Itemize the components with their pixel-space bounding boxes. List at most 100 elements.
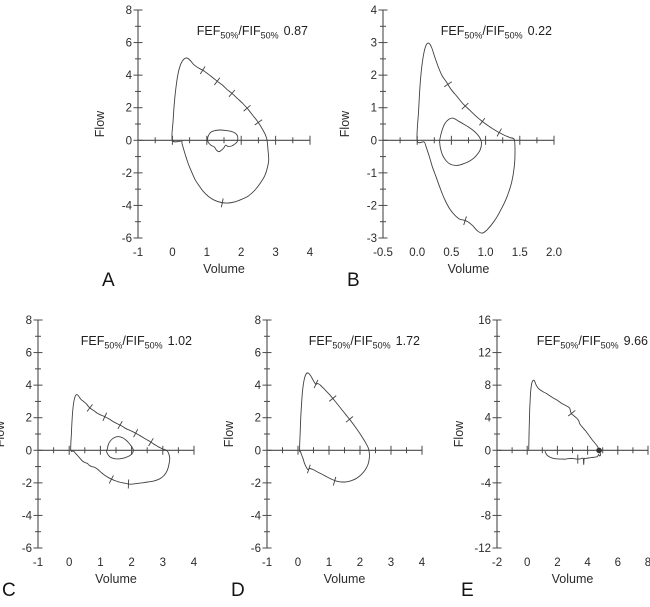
ratio-annotation-C: FEF50%/FIF50% 1.02 [80,334,192,351]
svg-text:4: 4 [26,380,33,392]
svg-text:-2: -2 [492,557,502,569]
svg-text:2: 2 [554,557,560,569]
flow-volume-chart-C: -1 0 1 2 3 4 -6 -4 -2 0 2 4 6 8 Volume Flow [0,315,198,586]
svg-text:2: 2 [126,103,132,115]
ratio-subscript: 50% [332,340,351,351]
svg-text:1: 1 [326,557,332,569]
svg-text:3: 3 [388,557,394,569]
panel-letter-E: E [461,580,474,601]
svg-text:Volume: Volume [552,572,594,586]
ratio-value: 1.02 [167,334,192,348]
svg-text:-0.5: -0.5 [373,247,393,259]
svg-text:0: 0 [126,135,132,147]
svg-text:2: 2 [238,247,244,259]
svg-text:2: 2 [255,413,261,425]
ratio-prefix: FEF [536,334,561,348]
ratio-subscript: 50% [560,340,579,351]
svg-text:-12: -12 [474,543,491,555]
svg-text:Flow: Flow [338,110,352,137]
flow-volume-chart-D: -1 0 1 2 3 4 -6 -4 -2 0 2 4 6 8 Volume Flow [222,315,426,586]
ratio-prefix: /FIF [578,334,601,348]
svg-text:6: 6 [255,348,261,360]
svg-text:3: 3 [272,247,278,259]
svg-text:8: 8 [255,315,261,327]
svg-text:Flow: Flow [0,420,7,447]
svg-text:Flow: Flow [93,110,107,137]
svg-text:8: 8 [645,557,650,569]
svg-text:4: 4 [126,70,133,82]
svg-text:6: 6 [126,38,132,50]
ratio-prefix: /FIF [482,24,505,38]
ratio-prefix: FEF [308,334,333,348]
svg-text:-4: -4 [251,510,262,522]
ratio-annotation-D: FEF50%/FIF50% 1.72 [308,334,420,351]
svg-text:0.5: 0.5 [443,247,459,259]
svg-text:-1: -1 [262,557,272,569]
ratio-prefix: /FIF [238,24,261,38]
ratio-value: 1.72 [395,334,420,348]
ratio-prefix: FEF [196,24,221,38]
svg-text:2: 2 [26,413,32,425]
ratio-prefix: /FIF [350,334,373,348]
svg-text:2.0: 2.0 [546,247,562,259]
panel-B: -0.5 0.0 0.5 1.0 1.5 2.0 -3 -2 -1 0 1 2 3 4 Volume Flow… [337,0,566,295]
flow-volume-chart-E: -2 0 2 4 6 8 -12 -8 -4 0 4 8 12 16 Volume Flow [452,315,650,586]
svg-text:-4: -4 [481,478,492,490]
svg-text:0: 0 [371,135,377,147]
flow-volume-chart-B: -0.5 0.0 0.5 1.0 1.5 2.0 -3 -2 -1 0 1 2 3 4 Volume Flow [338,5,562,276]
svg-text:Volume: Volume [448,262,490,276]
svg-text:8: 8 [485,380,491,392]
svg-text:0: 0 [524,557,530,569]
ratio-annotation-A: FEF50%/FIF50% 0.87 [196,24,308,41]
ratio-subscript: 50% [104,340,123,351]
svg-text:4: 4 [485,413,492,425]
svg-text:4: 4 [191,557,198,569]
svg-text:Volume: Volume [324,572,366,586]
ratio-subscript: 50% [372,340,391,351]
panel-A: -1 0 1 2 3 4 -6 -4 -2 0 2 4 6 8 Volume Flow FEF50%/FIF5… [92,0,322,295]
flow-volume-chart-A: -1 0 1 2 3 4 -6 -4 -2 0 2 4 6 8 Volume Flow [93,5,314,276]
svg-text:Volume: Volume [95,572,137,586]
svg-text:0: 0 [295,557,301,569]
panel-letter-C: C [2,580,16,601]
svg-text:8: 8 [26,315,32,327]
panel-letter-B: B [347,270,360,291]
svg-text:0: 0 [255,445,261,457]
ratio-subscript: 50% [504,30,523,41]
ratio-value: 0.22 [527,24,552,38]
svg-text:-3: -3 [367,233,377,245]
svg-text:8: 8 [126,5,132,17]
ratio-subscript: 50% [220,30,239,41]
ratio-prefix: /FIF [122,334,145,348]
svg-text:6: 6 [615,557,621,569]
svg-text:4: 4 [419,557,426,569]
svg-text:Flow: Flow [222,420,236,447]
svg-text:-1: -1 [367,168,377,180]
svg-text:1.5: 1.5 [512,247,528,259]
svg-text:12: 12 [478,348,491,360]
svg-text:-6: -6 [22,543,32,555]
panel-D: -1 0 1 2 3 4 -6 -4 -2 0 2 4 6 8 Volume Flow FEF50%/FIF5… [221,310,434,605]
svg-text:4: 4 [307,247,314,259]
ratio-annotation-E: FEF50%/FIF50% 9.66 [536,334,648,351]
panel-letter-D: D [231,580,245,601]
ratio-subscript: 50% [260,30,279,41]
svg-text:1: 1 [204,247,210,259]
svg-text:-1: -1 [33,557,43,569]
svg-text:Flow: Flow [452,420,466,447]
svg-text:0: 0 [169,247,175,259]
svg-text:6: 6 [26,348,32,360]
svg-text:2: 2 [371,70,377,82]
panel-E: -2 0 2 4 6 8 -12 -8 -4 0 4 8 12 16 Volume Flow FEF50%/F… [451,310,650,605]
svg-text:2: 2 [357,557,363,569]
svg-text:1: 1 [371,103,377,115]
svg-text:-6: -6 [251,543,261,555]
ratio-prefix: FEF [80,334,105,348]
svg-text:0.0: 0.0 [409,247,425,259]
ratio-subscript: 50% [600,340,619,351]
svg-text:-4: -4 [22,510,33,522]
svg-text:3: 3 [160,557,166,569]
ratio-subscript: 50% [464,30,483,41]
svg-text:0: 0 [26,445,32,457]
ratio-prefix: FEF [440,24,465,38]
